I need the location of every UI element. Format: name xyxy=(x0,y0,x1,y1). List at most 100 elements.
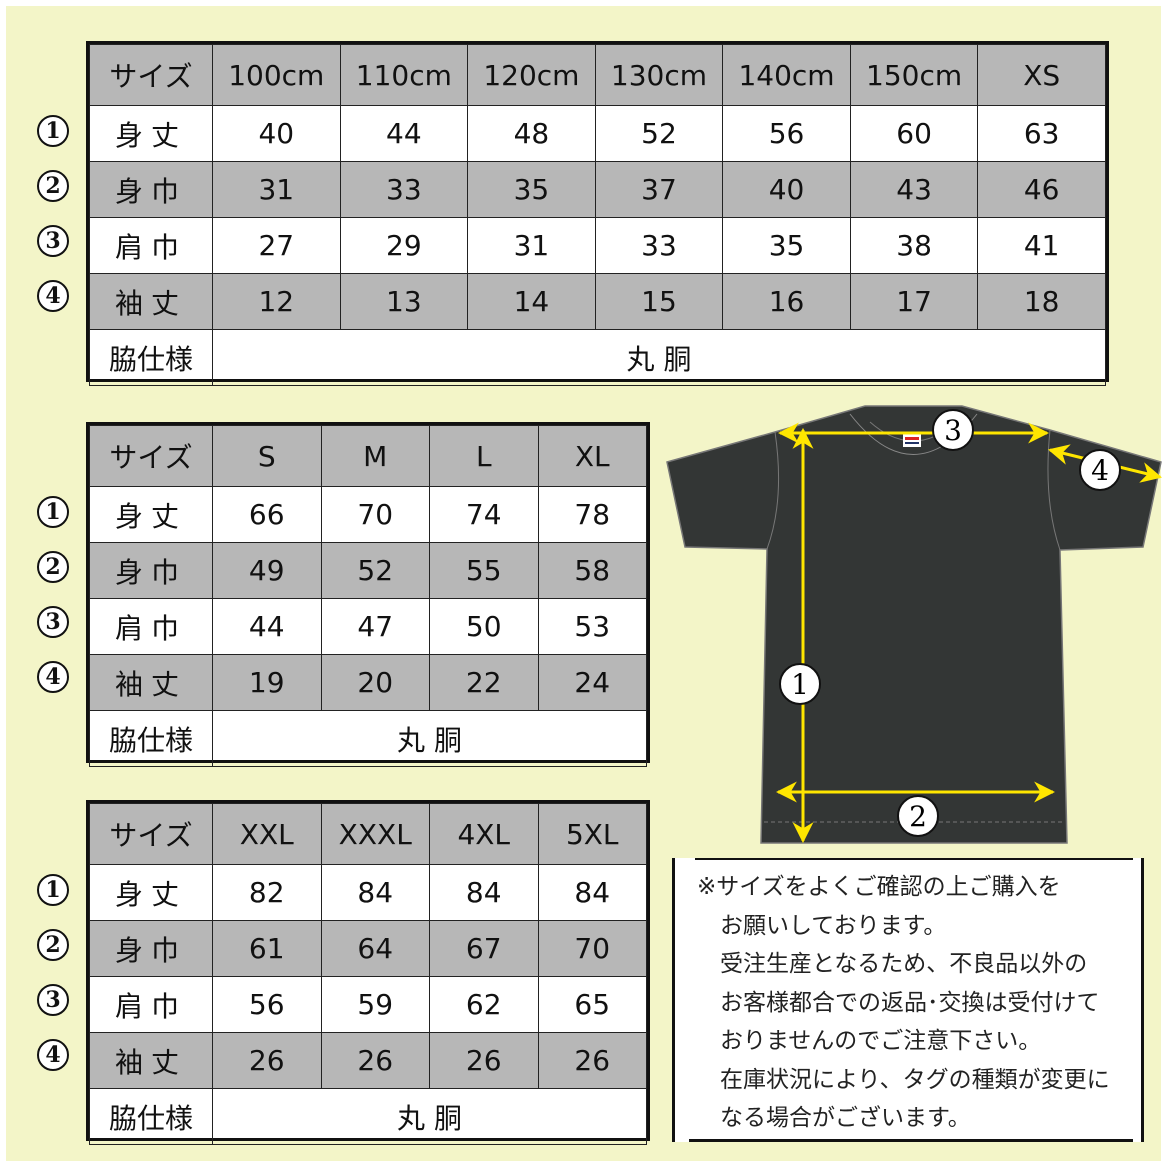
column-header: 150cm xyxy=(849,44,979,106)
table-cell: 26 xyxy=(212,1032,322,1089)
table-cell: 19 xyxy=(212,654,322,711)
table-cell: 27 xyxy=(212,217,341,274)
table-cell: 40 xyxy=(722,161,851,218)
table-cell: 82 xyxy=(212,864,322,921)
svg-text:4: 4 xyxy=(1091,454,1109,487)
row-number-badge: 3 xyxy=(37,225,69,257)
row-label: 肩巾 xyxy=(89,976,213,1033)
column-header: 100cm xyxy=(212,44,341,106)
table-cell: 84 xyxy=(320,864,430,921)
table-row: 肩巾 44 47 50 53 xyxy=(89,598,647,655)
table-cell: 84 xyxy=(429,864,539,921)
notice-line: お客様都合での返品･交換は受付けて xyxy=(697,989,1100,1016)
column-header: 4XL xyxy=(429,803,539,865)
table-cell: 44 xyxy=(212,598,322,655)
column-header: 5XL xyxy=(537,803,647,865)
neck-tag xyxy=(903,434,921,447)
table-cell: 丸 胴 xyxy=(212,710,647,767)
row-label: 身巾 xyxy=(89,161,213,218)
svg-text:1: 1 xyxy=(791,668,809,701)
table-row: 袖丈 12 13 14 15 16 17 18 xyxy=(89,273,1106,330)
table-cell: 56 xyxy=(722,105,851,162)
size-table-3: サイズ XXL XXXL 4XL 5XL 身丈 82 84 84 84 身巾 61 64 67 70 肩巾 56… xyxy=(86,800,650,1145)
table-cell: 63 xyxy=(977,105,1106,162)
row-label: 身丈 xyxy=(89,864,213,921)
table-cell: 52 xyxy=(594,105,724,162)
table-row: 袖丈 26 26 26 26 xyxy=(89,1032,647,1089)
footer-row: 脇仕様丸 胴 xyxy=(89,710,647,767)
row-number-badge: 1 xyxy=(37,115,69,147)
table-row: 肩巾 27 29 31 33 35 38 41 xyxy=(89,217,1106,274)
header-row: サイズ S M L XL xyxy=(89,425,647,487)
svg-text:3: 3 xyxy=(944,414,962,447)
table-row: 身巾 49 52 55 58 xyxy=(89,542,647,599)
row-label: 袖丈 xyxy=(89,273,213,330)
table-row: 肩巾 56 59 62 65 xyxy=(89,976,647,1033)
table-cell: 53 xyxy=(537,598,647,655)
marker-3: 3 xyxy=(932,409,974,451)
table-cell: 14 xyxy=(467,273,596,330)
table-cell: 22 xyxy=(429,654,539,711)
column-header: 110cm xyxy=(339,44,469,106)
table-cell: 38 xyxy=(849,217,979,274)
table-cell: 78 xyxy=(537,486,647,543)
table-cell: 84 xyxy=(537,864,647,921)
table-cell: 26 xyxy=(537,1032,647,1089)
table-cell: 50 xyxy=(429,598,539,655)
notice-box: ※サイズをよくご確認の上ご購入を お願いしております。 受注生産となるため、不良… xyxy=(672,858,1144,1142)
notice-line: なる場合がございます。 xyxy=(697,1105,971,1131)
table-row: 身巾 31 33 35 37 40 43 46 xyxy=(89,161,1106,218)
table-cell: 26 xyxy=(320,1032,430,1089)
table-row: 袖丈 19 20 22 24 xyxy=(89,654,647,711)
row-number-badge: 3 xyxy=(37,984,69,1016)
table-row: 身巾 61 64 67 70 xyxy=(89,920,647,977)
column-header: サイズ xyxy=(89,425,213,487)
table-cell: 15 xyxy=(594,273,724,330)
table-cell: 56 xyxy=(212,976,322,1033)
table-cell: 20 xyxy=(320,654,430,711)
table-cell: 31 xyxy=(467,217,596,274)
table-cell: 17 xyxy=(849,273,979,330)
table-cell: 52 xyxy=(320,542,430,599)
table-cell: 58 xyxy=(537,542,647,599)
table-cell: 64 xyxy=(320,920,430,977)
row-label: 脇仕様 xyxy=(89,710,213,767)
table-cell: 47 xyxy=(320,598,430,655)
table-cell: 48 xyxy=(467,105,596,162)
table-row: 身丈 82 84 84 84 xyxy=(89,864,647,921)
table-cell: 丸 胴 xyxy=(212,329,1106,386)
table-cell: 55 xyxy=(429,542,539,599)
row-label: 身巾 xyxy=(89,542,213,599)
header-row: サイズ 100cm 110cm 120cm 130cm 140cm 150cm XS xyxy=(89,44,1106,106)
size-table-1: サイズ 100cm 110cm 120cm 130cm 140cm 150cm XS 身丈 40 4… xyxy=(86,41,1109,386)
column-header: L xyxy=(429,425,539,487)
row-label: 身丈 xyxy=(89,105,213,162)
footer-row: 脇仕様丸 胴 xyxy=(89,329,1106,386)
table-cell: 46 xyxy=(977,161,1106,218)
column-header: XXL xyxy=(212,803,322,865)
table-cell: 35 xyxy=(722,217,851,274)
table-cell: 61 xyxy=(212,920,322,977)
table-cell: 60 xyxy=(849,105,979,162)
table-cell: 13 xyxy=(339,273,469,330)
row-label: 袖丈 xyxy=(89,1032,213,1089)
table-cell: 70 xyxy=(320,486,430,543)
row-label: 袖丈 xyxy=(89,654,213,711)
row-number-badge: 1 xyxy=(37,874,69,906)
table-cell: 丸 胴 xyxy=(212,1088,647,1145)
table-cell: 67 xyxy=(429,920,539,977)
divider xyxy=(689,1139,1133,1142)
row-number-badge: 2 xyxy=(37,929,69,961)
column-header: XS xyxy=(977,44,1106,106)
row-label: 脇仕様 xyxy=(89,1088,213,1145)
footer-row: 脇仕様丸 胴 xyxy=(89,1088,647,1145)
table-cell: 44 xyxy=(339,105,469,162)
table-cell: 49 xyxy=(212,542,322,599)
notice-line: おりませんのでご注意下さい。 xyxy=(697,1028,1042,1054)
table-row: 身丈 66 70 74 78 xyxy=(89,486,647,543)
table-cell: 59 xyxy=(320,976,430,1033)
notice-line: お願いしております。 xyxy=(697,912,947,939)
table-cell: 70 xyxy=(537,920,647,977)
row-number-badge: 4 xyxy=(37,1039,69,1071)
svg-text:2: 2 xyxy=(909,800,927,833)
